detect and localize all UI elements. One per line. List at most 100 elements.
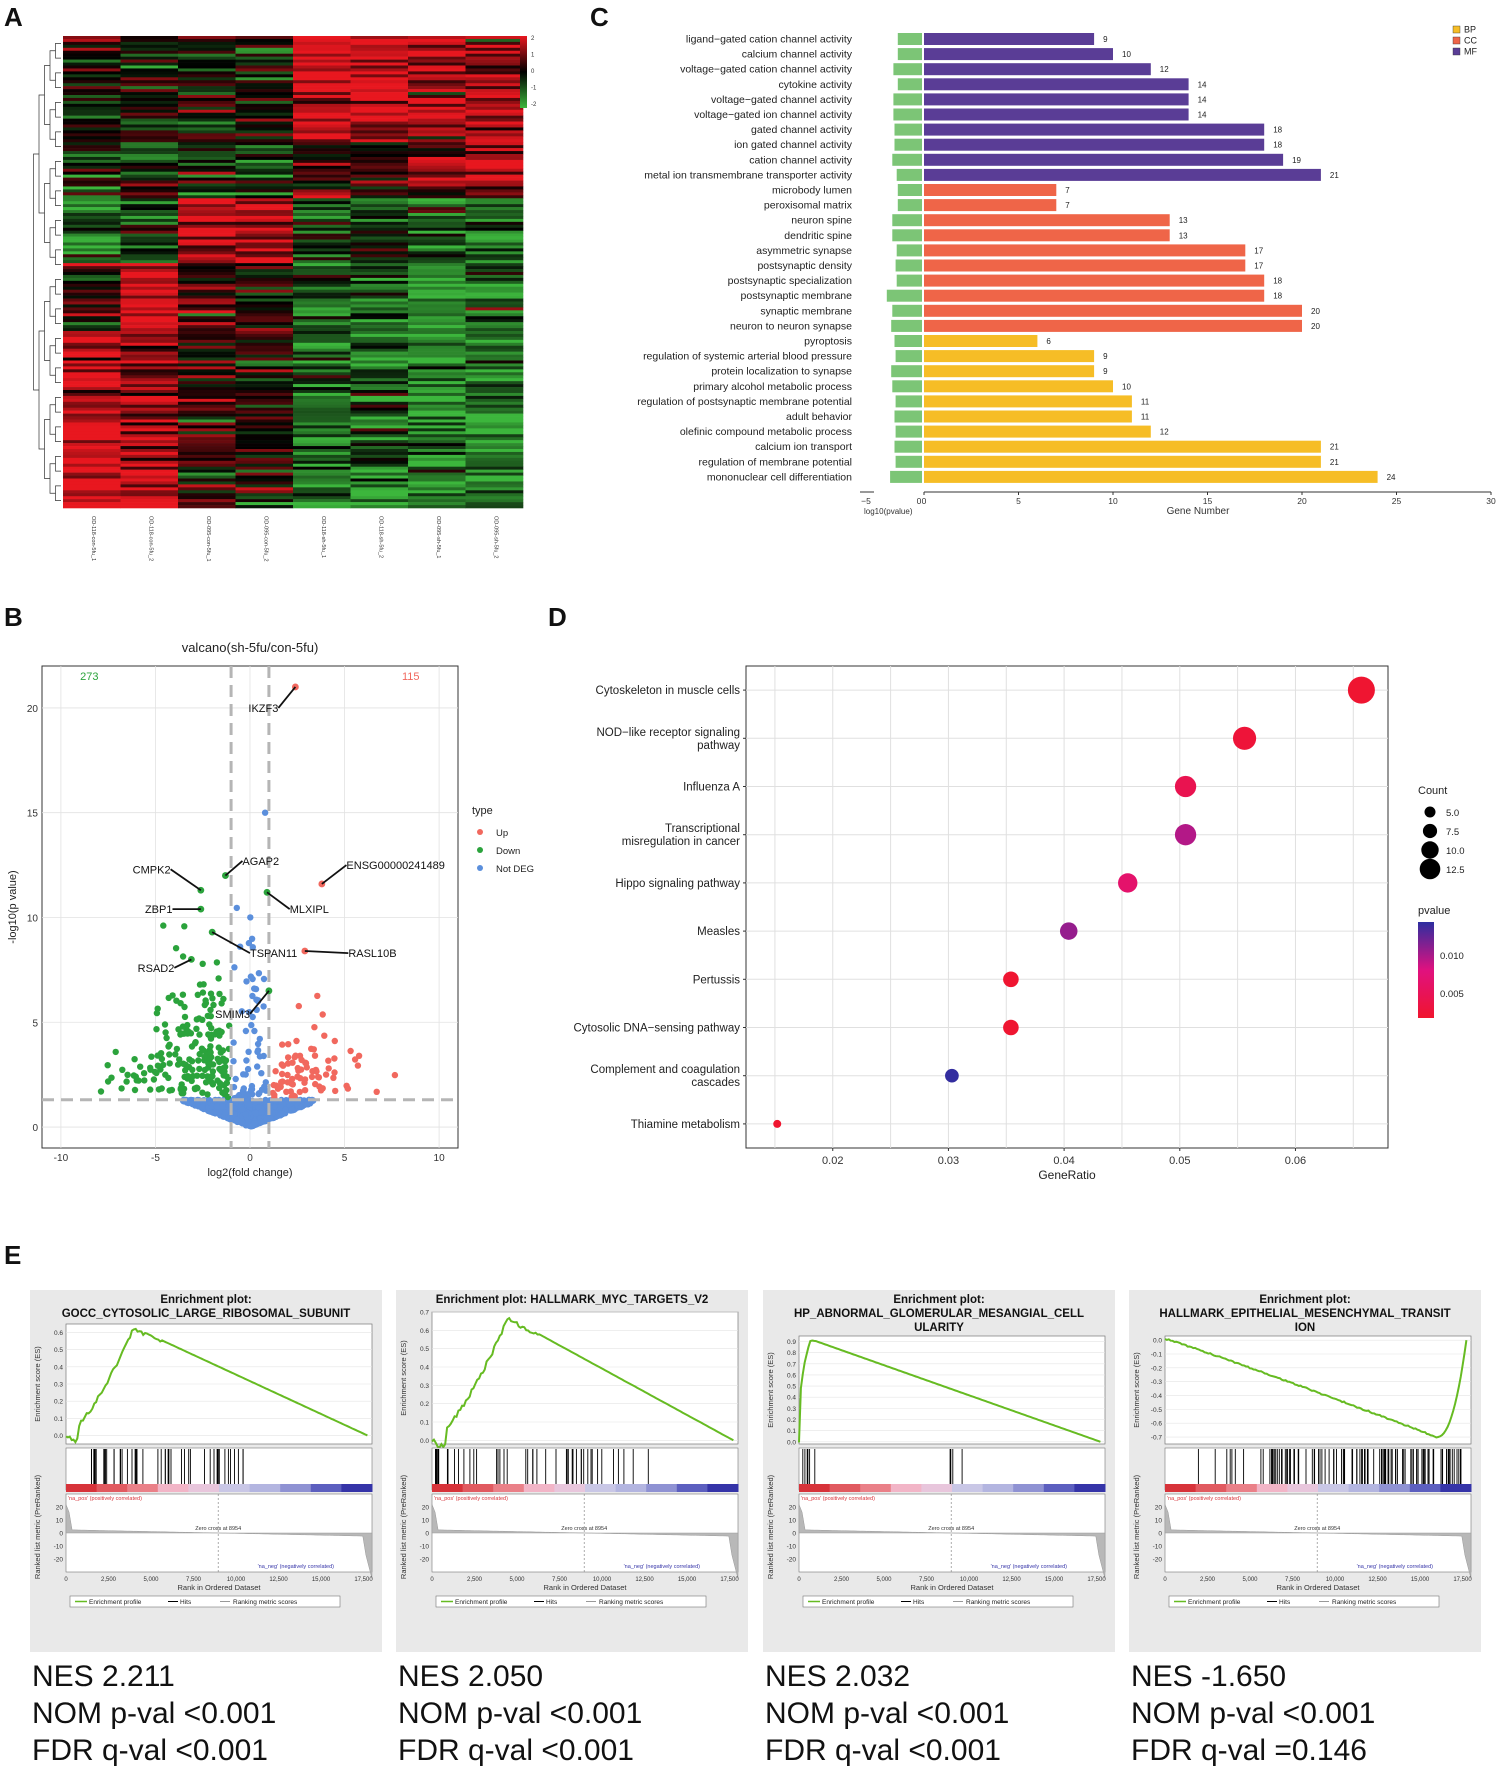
es-tick-label: 0.4	[787, 1395, 796, 1402]
heatmap-cell	[178, 165, 236, 170]
heatmap-cell	[63, 230, 121, 234]
heatmap-cell	[350, 236, 409, 240]
heatmap-cell	[408, 449, 466, 453]
heatmap-cell	[63, 487, 121, 491]
down-point	[207, 1013, 214, 1020]
heatmap-cell	[350, 413, 409, 417]
heatmap-cell	[408, 283, 466, 288]
heatmap-cell	[63, 180, 121, 184]
heatmap-cell	[178, 133, 236, 137]
heatmap-cell	[235, 174, 294, 178]
heatmap-cell	[63, 168, 121, 172]
legend-label: BP	[1464, 25, 1476, 35]
heatmap-cell	[235, 100, 294, 105]
heatmap-cell	[178, 180, 236, 184]
dendrogram-branch	[44, 301, 50, 361]
x-tick-label: 0	[1163, 1577, 1167, 1583]
es-tick-label: 0.1	[787, 1428, 796, 1435]
heatmap-cell	[350, 233, 409, 237]
heatmap-cell	[465, 121, 524, 125]
es-tick-label: 0.3	[787, 1406, 796, 1413]
heatmap-cell	[350, 207, 409, 211]
heatmap-cell	[350, 269, 409, 273]
heatmap-cell	[235, 171, 294, 175]
heatmap-cell	[350, 478, 409, 482]
heatmap-cell	[408, 213, 466, 217]
heatmap-cell	[63, 80, 121, 84]
heatmap-cell	[178, 466, 236, 470]
heatmap-cell	[235, 286, 294, 290]
heatmap-cell	[293, 62, 351, 66]
heatmap-cell	[350, 56, 409, 60]
heatmap-cell	[293, 496, 351, 500]
heatmap-cell	[350, 348, 409, 352]
heatmap-cell	[178, 457, 236, 462]
fdr-qval: FDR q-val <0.001	[765, 1734, 1001, 1767]
heatmap-cell	[63, 401, 121, 406]
heatmap-cell	[408, 363, 466, 367]
heatmap-cell	[178, 333, 236, 338]
heatmap-cell	[235, 378, 294, 382]
heatmap-cell	[465, 328, 524, 332]
up-point	[351, 1056, 359, 1063]
heatmap-cell	[235, 215, 294, 220]
heatmap-cell	[465, 272, 524, 276]
heatmap-cell	[235, 283, 294, 288]
heatmap-cell	[293, 41, 351, 46]
down-point	[188, 1043, 196, 1050]
heatmap-cell	[465, 434, 524, 438]
down-point	[166, 1041, 173, 1048]
heatmap-cell	[235, 298, 294, 302]
enrichment-profile-line	[798, 1339, 1101, 1443]
heatmap-cell	[293, 239, 351, 243]
heatmap-cell	[235, 41, 294, 46]
legend-swatch	[1452, 47, 1461, 56]
heatmap-cell	[408, 463, 466, 467]
heatmap-cell	[235, 292, 294, 296]
gene-label: MLXIPL	[290, 904, 329, 916]
go-term-label: pyroptosis	[804, 336, 852, 348]
dendrogram-branch	[55, 190, 61, 206]
heatmap-cell	[465, 263, 524, 267]
heatmap-cell	[178, 378, 236, 382]
ranking-color-band	[1318, 1484, 1350, 1492]
heatmap-cell	[293, 484, 351, 488]
not-deg-point	[208, 1103, 216, 1110]
heatmap-cell	[293, 375, 351, 379]
bar-value-label: 18	[1273, 292, 1282, 301]
heatmap-cell	[235, 416, 294, 420]
heatmap-cell	[465, 115, 524, 119]
heatmap-cell	[465, 419, 524, 423]
dendrogram-branch	[49, 404, 56, 435]
heatmap-cell	[465, 410, 524, 414]
heatmap-cell	[465, 316, 524, 320]
down-point	[207, 1061, 214, 1068]
bar-value-label: 17	[1254, 246, 1263, 255]
dendrogram-branch	[55, 43, 61, 59]
heatmap-cell	[120, 425, 179, 429]
x-tick-label: -10	[54, 1153, 69, 1164]
heatmap-cell	[293, 204, 351, 208]
x-tick-label: 0	[247, 1153, 253, 1164]
heatmap-cell	[63, 177, 121, 181]
down-point	[173, 1045, 181, 1053]
heatmap-cell	[465, 95, 524, 99]
heatmap-cell	[120, 454, 179, 459]
heatmap-cell	[408, 71, 466, 75]
heatmap-cell	[350, 472, 409, 476]
gene-label-connector	[170, 868, 202, 891]
heatmap-cell	[63, 466, 121, 470]
down-point	[153, 1026, 160, 1033]
heatmap-cell	[408, 331, 466, 335]
gene-label-connector	[173, 958, 192, 969]
heatmap-cell	[350, 328, 409, 332]
heatmap-cell	[178, 345, 236, 349]
pvalue-bar	[896, 244, 922, 257]
down-point	[199, 1072, 206, 1079]
down-point	[220, 1064, 228, 1071]
heatmap-cell	[235, 449, 294, 453]
heatmap-cell	[235, 227, 294, 231]
heatmap-cell	[408, 392, 466, 397]
heatmap-cell	[178, 381, 236, 385]
gene-count-bar	[924, 78, 1189, 91]
